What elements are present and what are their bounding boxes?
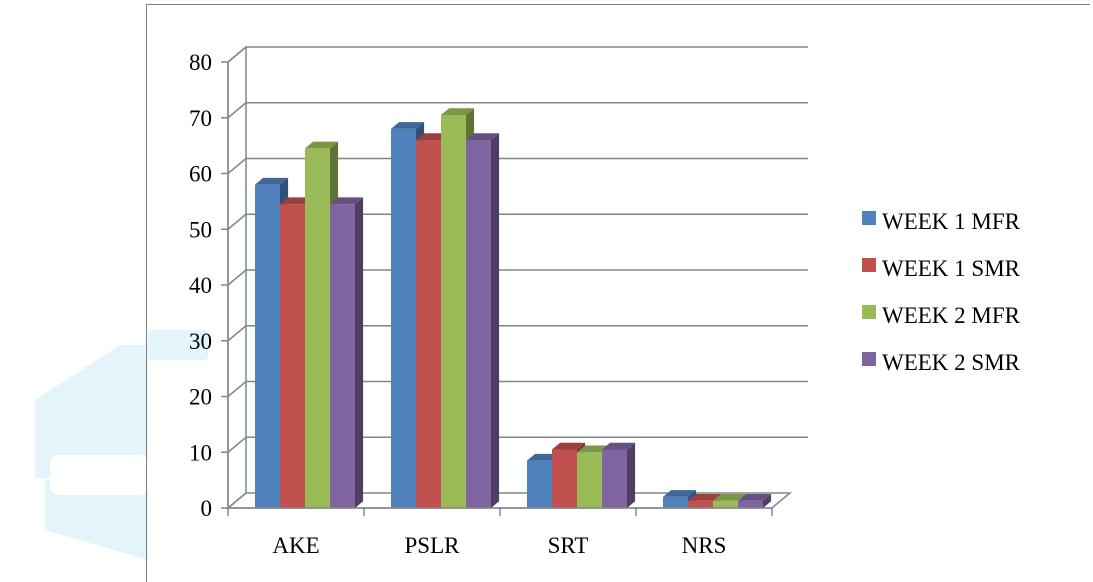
- chart-frame: [146, 4, 1090, 582]
- bar-front: [602, 449, 627, 508]
- bar-top: [466, 133, 500, 141]
- legend-label: WEEK 2 SMR: [882, 350, 1021, 375]
- x-axis-ticks: AKE PSLR SRT NRS: [227, 507, 773, 558]
- bar-ake-3: [330, 197, 364, 508]
- bar-pslr-3: [466, 133, 500, 509]
- bar-top: [255, 177, 289, 185]
- bar-top: [688, 494, 722, 501]
- bar-front: [738, 500, 763, 508]
- bar-nrs-3: [738, 494, 772, 508]
- bars: [255, 108, 772, 509]
- bar-top: [738, 494, 772, 501]
- bar-front: [552, 449, 577, 508]
- gridline-side: [227, 325, 247, 342]
- bar-side: [491, 133, 500, 509]
- gridline-side: [227, 436, 247, 453]
- bar-front: [663, 496, 688, 508]
- bar-front: [688, 500, 713, 508]
- bar-front: [713, 500, 738, 508]
- bar-top: [391, 122, 425, 129]
- bar-front: [466, 140, 491, 509]
- gridline-side: [227, 46, 247, 63]
- legend-label: WEEK 1 SMR: [882, 256, 1021, 281]
- legend-label: WEEK 1 MFR: [882, 209, 1021, 234]
- x-tick-label: AKE: [272, 533, 319, 558]
- bar-top: [330, 197, 364, 205]
- gridline-side: [227, 380, 247, 398]
- y-tick-label: 30: [189, 329, 212, 354]
- bar-front: [527, 460, 552, 508]
- y-tick-label: 10: [189, 440, 212, 465]
- bar-top: [441, 108, 475, 115]
- y-axis-ticks: 0 10 20 30 40 50 60 70 80: [189, 50, 229, 521]
- bar-front: [255, 184, 280, 508]
- x-tick-label: PSLR: [405, 533, 461, 558]
- bar-front: [416, 140, 441, 509]
- bar-top: [416, 133, 450, 141]
- x-tick-label: SRT: [548, 533, 589, 558]
- bar-top: [713, 494, 747, 501]
- bar-front: [330, 204, 355, 508]
- bar-top: [577, 445, 611, 453]
- bar-front: [441, 114, 466, 509]
- bar-top: [305, 141, 339, 149]
- legend-swatch: [862, 258, 876, 272]
- bar-side: [355, 197, 364, 508]
- bar-front: [305, 148, 330, 508]
- gridline-side: [227, 157, 247, 175]
- y-tick-label: 0: [201, 496, 213, 521]
- y-tick-label: 80: [189, 50, 212, 75]
- y-tick-label: 50: [189, 217, 212, 242]
- y-tick-label: 70: [189, 106, 212, 131]
- legend-label: WEEK 2 MFR: [882, 303, 1021, 328]
- bar-front: [391, 128, 416, 508]
- y-tick-label: 20: [189, 385, 212, 410]
- bar-side: [627, 442, 636, 508]
- legend-swatch: [862, 211, 876, 225]
- bar-top: [527, 453, 561, 461]
- bar-srt-3: [602, 442, 636, 508]
- gridline-side: [227, 213, 247, 230]
- y-tick-label: 40: [189, 273, 212, 298]
- bar-front: [280, 204, 305, 508]
- bar-front: [577, 452, 602, 508]
- gridline-side: [227, 269, 247, 286]
- y-tick-label: 60: [189, 162, 212, 187]
- bar-side: [763, 494, 772, 508]
- legend-swatch: [862, 352, 876, 366]
- x-tick-label: NRS: [682, 533, 727, 558]
- bar-top: [602, 442, 636, 450]
- gridline-side: [227, 102, 247, 119]
- legend-swatch: [862, 305, 876, 319]
- bar-top: [663, 490, 697, 497]
- legend: WEEK 1 MFR WEEK 1 SMR WEEK 2 MFR WEEK 2 SMR: [862, 209, 1021, 375]
- bar-top: [280, 197, 314, 205]
- bar-top: [552, 442, 586, 450]
